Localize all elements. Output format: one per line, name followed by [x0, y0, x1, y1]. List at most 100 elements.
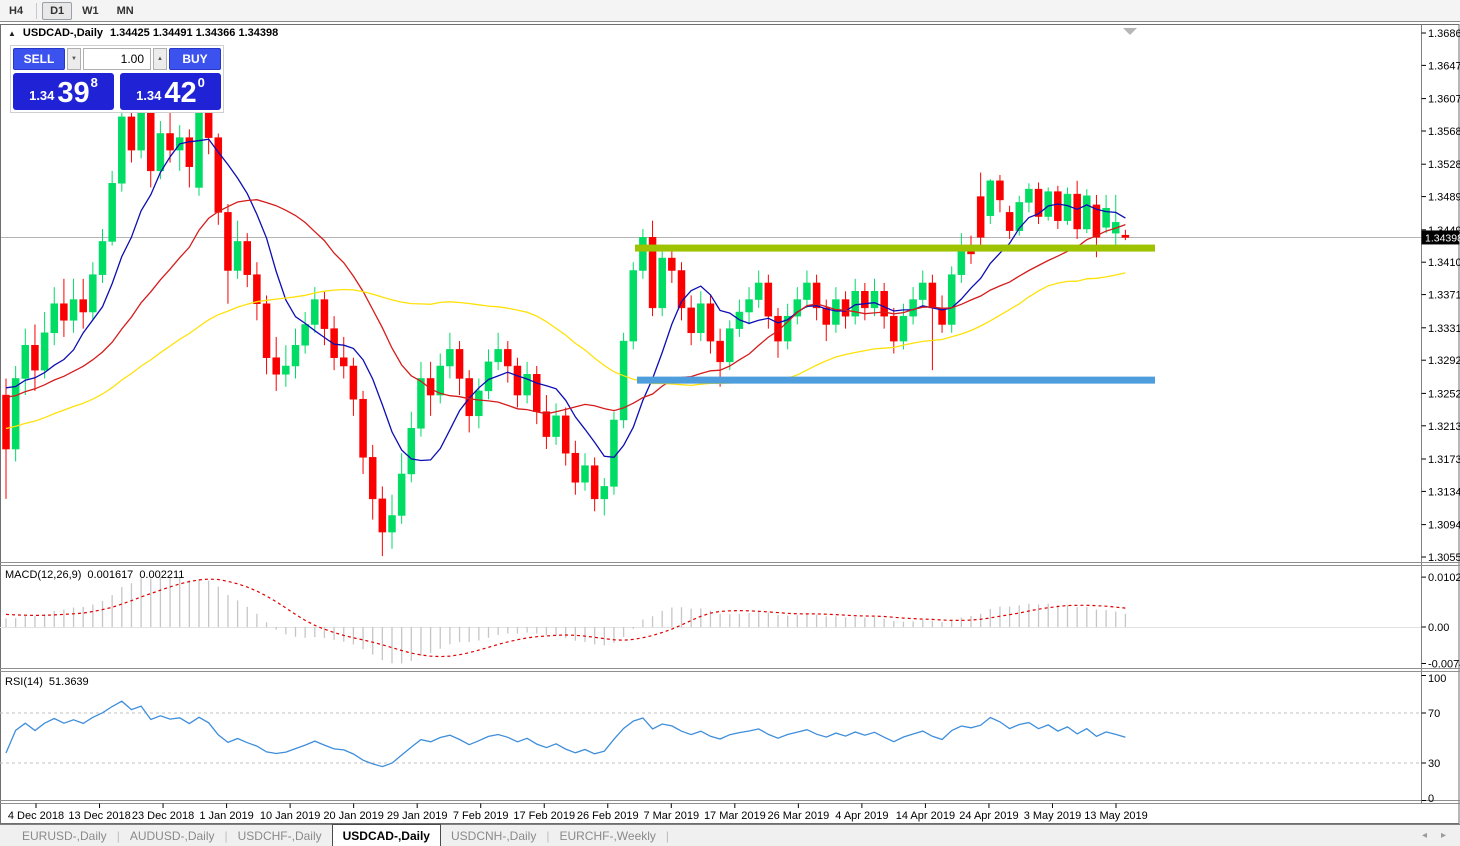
- candle-body: [976, 196, 985, 238]
- macd-name: MACD(12,26,9): [5, 569, 82, 581]
- date-tick-label: 7 Mar 2019: [643, 810, 699, 822]
- candle-body: [793, 299, 802, 317]
- timeframe-mn-button[interactable]: MN: [116, 4, 134, 17]
- rsi-indicator-label: RSI(14) 51.3639: [5, 676, 89, 688]
- candle-body: [11, 378, 20, 450]
- candle-body: [1083, 195, 1091, 230]
- date-tick-label: 7 Feb 2019: [453, 810, 509, 822]
- price-tick-label: 1.35680: [1428, 126, 1460, 138]
- ma-mid-line: [5, 199, 1126, 415]
- candle-body: [224, 212, 232, 271]
- timeframe-d1-button[interactable]: D1: [42, 1, 73, 20]
- tabs-scroll-right-button[interactable]: ▸: [1440, 830, 1446, 841]
- macd-main-value: 0.001617: [87, 569, 134, 581]
- candle-body: [504, 349, 512, 367]
- resistance-line[interactable]: [635, 244, 1155, 252]
- volume-decrease-button[interactable]: ▼: [67, 48, 81, 70]
- macd-axis-label: -0.007477: [1428, 658, 1460, 670]
- tab-eurusd-daily[interactable]: EURUSD-,Daily: [22, 828, 107, 843]
- timeframe-w1-button[interactable]: W1: [82, 4, 99, 17]
- candle-body: [397, 473, 406, 516]
- candle-body: [1102, 207, 1110, 228]
- buy-price-button[interactable]: 1.34 42 0: [120, 73, 221, 110]
- candle-body: [262, 303, 271, 358]
- timeframe-h4-button[interactable]: H4: [9, 4, 24, 17]
- candle-body: [1034, 188, 1043, 217]
- candle-body: [928, 282, 937, 309]
- tab-usdcnh-daily[interactable]: USDCNH-,Daily: [450, 828, 537, 843]
- volume-increase-button[interactable]: ▲: [153, 48, 167, 70]
- candle-body: [812, 282, 821, 309]
- tab-eurchf-weekly[interactable]: EURCHF-,Weekly: [559, 828, 656, 843]
- candle-body: [687, 307, 695, 334]
- candle-body: [552, 415, 560, 437]
- tab-audusd-daily[interactable]: AUDUSD-,Daily: [129, 828, 215, 843]
- candle-body: [996, 180, 1004, 201]
- candle-body: [706, 303, 715, 342]
- buy-price-big-digits: 42: [164, 76, 197, 109]
- candle-body: [648, 237, 657, 309]
- price-tick-label: 1.33710: [1428, 290, 1460, 302]
- candle-body: [301, 324, 309, 346]
- ma-slow-line: [5, 272, 1126, 430]
- volume-input[interactable]: [83, 48, 151, 70]
- rsi-axis-label: 30: [1428, 758, 1440, 770]
- candle-body: [986, 180, 995, 216]
- candle-body: [1015, 202, 1023, 231]
- candle-body: [590, 465, 599, 500]
- candle-body: [581, 465, 589, 483]
- candle-body: [890, 315, 898, 342]
- date-tick-label: 17 Feb 2019: [513, 810, 575, 822]
- candle-body: [446, 349, 454, 367]
- candle-body: [368, 457, 377, 500]
- candle-body: [1044, 191, 1052, 217]
- tab-separator: |: [224, 828, 228, 843]
- buy-button[interactable]: BUY: [169, 48, 221, 70]
- candle-body: [475, 390, 483, 417]
- candle-body: [243, 241, 251, 275]
- date-tick-label: 26 Mar 2019: [767, 810, 829, 822]
- buy-price-pip-digit: 0: [197, 75, 205, 90]
- candle-body: [272, 357, 280, 375]
- candle-body: [69, 299, 78, 321]
- price-tick-label: 1.31340: [1428, 486, 1460, 498]
- candle-body: [436, 365, 444, 396]
- candle-body: [98, 241, 107, 275]
- buy-price-prefix: 1.34: [136, 88, 162, 103]
- candle-body: [658, 257, 666, 309]
- date-tick-label: 4 Apr 2019: [835, 810, 888, 822]
- candle-body: [1063, 193, 1072, 221]
- price-chart-canvas[interactable]: 1.368601.364701.360701.356801.352801.348…: [0, 22, 1460, 824]
- chart-shift-marker[interactable]: [1123, 28, 1137, 35]
- sell-button[interactable]: SELL: [13, 48, 65, 70]
- collapse-panel-icon[interactable]: ▲: [8, 28, 16, 38]
- candle-body: [619, 340, 628, 421]
- tab-usdchf-daily[interactable]: USDCHF-,Daily: [237, 828, 322, 843]
- date-tick-label: 10 Jan 2019: [260, 810, 321, 822]
- sell-price-button[interactable]: 1.34 39 8: [13, 73, 114, 110]
- support-line[interactable]: [637, 376, 1155, 384]
- tab-separator: |: [116, 828, 120, 843]
- candle-body: [870, 291, 879, 309]
- macd-axis-label: 0.010229: [1428, 572, 1460, 584]
- main-price-pane[interactable]: [0, 100, 1421, 557]
- candle-body: [726, 328, 734, 363]
- date-tick-label: 24 Apr 2019: [959, 810, 1018, 822]
- candle-body: [947, 274, 956, 325]
- candle-body: [311, 299, 319, 325]
- candle-body: [31, 344, 39, 371]
- rsi-name: RSI(14): [5, 676, 43, 688]
- candle-body: [407, 428, 416, 475]
- symbol-tab-bar: EURUSD-,Daily | AUDUSD-,Daily | USDCHF-,…: [0, 824, 1460, 846]
- date-tick-label: 4 Dec 2018: [8, 810, 64, 822]
- current-price-tag-text: 1.34398: [1425, 232, 1460, 244]
- tabs-scroll-left-button[interactable]: ◂: [1421, 830, 1427, 841]
- rsi-axis-label: 70: [1428, 708, 1440, 720]
- candle-body: [108, 183, 116, 242]
- candle-body: [40, 332, 49, 371]
- candle-body: [1005, 212, 1014, 231]
- tab-usdcad-daily[interactable]: USDCAD-,Daily: [331, 824, 441, 846]
- candle-body: [320, 299, 329, 329]
- date-tick-label: 13 Dec 2018: [68, 810, 130, 822]
